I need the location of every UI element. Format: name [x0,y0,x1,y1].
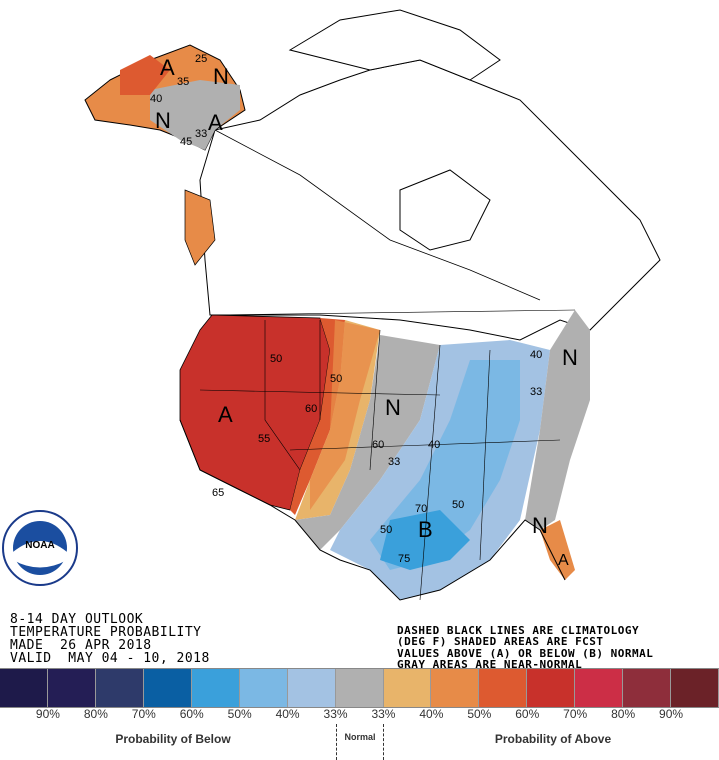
map-notes: DASHED BLACK LINES ARE CLIMATOLOGY (DEG F… [397,613,653,682]
legend-tick: 70% [563,707,588,721]
normal-caption: Normal [336,724,384,760]
contour-label: 40 [530,349,542,361]
contour-label: 50 [380,524,392,536]
legend-tick: 60% [179,707,204,721]
valid-dates: VALID MAY 04 - 10, 2018 [10,651,210,666]
legend-swatch [479,669,528,707]
legend-tick: 80% [611,707,636,721]
noaa-logo-text: NOAA [25,540,54,551]
below-caption: Probability of Below [115,732,231,746]
legend-tick: 50% [227,707,252,721]
central-normal-region [295,335,440,550]
note-line: (DEG F) SHADED AREAS ARE FCST [397,635,604,648]
contour-label: 75 [398,553,410,565]
legend-tick: 60% [515,707,540,721]
legend-swatch [191,669,240,707]
plains-above-band [310,320,380,510]
label-normal-east: N [532,513,548,538]
note-line: GRAY AREAS ARE NEAR-NORMAL [397,658,583,671]
legend-tick: 50% [467,707,492,721]
legend-swatch [0,669,48,707]
contour-label: 33 [195,128,207,140]
legend-swatch [95,669,144,707]
legend-swatch [383,669,432,707]
contour-label: 55 [258,433,270,445]
label-below-south: B [418,517,433,542]
coastline [179,419,566,601]
note-line: DASHED BLACK LINES ARE CLIMATOLOGY [397,623,640,637]
probability-legend [0,668,719,708]
title-line: 8-14 DAY OUTLOOK [10,612,144,627]
label-above-ak2: A [208,110,223,135]
contour-label: 70 [415,503,427,515]
label-normal-central: N [385,395,401,420]
contour-label: 25 [195,53,207,65]
alaska-normal-region [150,80,240,150]
rockies-above-region [290,318,345,515]
contour-label: 45 [180,136,192,148]
title-line: TEMPERATURE PROBABILITY [10,625,202,640]
alaska-above-region [120,55,170,95]
legend-swatch [47,669,96,707]
label-normal-ne: N [562,345,578,370]
legend-tick: 80% [83,707,108,721]
province-border [214,129,541,301]
legend-tick: 40% [275,707,300,721]
contour-label: 50 [452,499,464,511]
label-normal-ak: N [213,64,229,89]
alaska-panhandle-region [184,189,216,266]
legend-tick: 90% [659,707,684,721]
outlook-title-block: 8-14 DAY OUTLOOK TEMPERATURE PROBABILITY M… [10,600,210,678]
florida-above-region [540,520,575,580]
contour-label: 35 [177,76,189,88]
outlook-map: A N B N N A A N N A 50 50 60 60 55 33 33… [2,9,661,601]
legend-swatch [335,669,384,707]
contour-label: 40 [428,439,440,451]
legend-swatch [527,669,576,707]
contour-label: 33 [530,386,542,398]
legend-swatch [575,669,624,707]
made-date: MADE 26 APR 2018 [10,638,152,653]
contour-label: 65 [212,487,224,499]
legend-swatch [623,669,672,707]
hudson-bay [399,169,491,251]
label-normal-ak2: N [155,108,171,133]
contour-label: 33 [388,456,400,468]
arctic-island [288,9,501,81]
legend-swatch [287,669,336,707]
legend-swatch [239,669,288,707]
label-above-west: A [218,402,233,427]
legend-tick: 33% [371,707,396,721]
legend-swatch [143,669,192,707]
contour-label: 60 [305,403,317,415]
note-line: VALUES ABOVE (A) OR BELOW (B) NORMAL [397,646,654,660]
contour-label: 50 [330,373,342,385]
contour-label: 60 [372,439,384,451]
label-above-florida: A [558,552,569,569]
legend-swatch [671,669,719,707]
legend-swatch [431,669,480,707]
legend-tick: 33% [323,707,348,721]
legend-tick: 40% [419,707,444,721]
noaa-logo: NOAA [2,510,78,586]
contour-label: 50 [270,353,282,365]
contour-label: 40 [150,93,162,105]
legend-tick: 70% [131,707,156,721]
state-borders [199,309,576,601]
above-caption: Probability of Above [494,732,612,746]
east-coast-normal-region [525,310,590,530]
legend-tick: 90% [35,707,60,721]
label-above-ak: A [160,55,175,80]
